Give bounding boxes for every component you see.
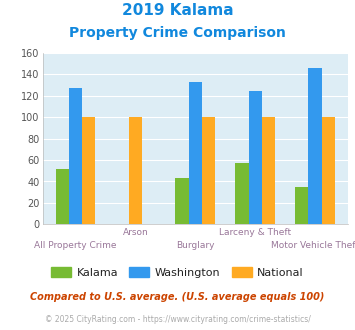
Bar: [322, 117, 335, 224]
Text: 2019 Kalama: 2019 Kalama: [122, 3, 233, 18]
Bar: [129, 117, 142, 224]
Text: Larceny & Theft: Larceny & Theft: [219, 228, 291, 237]
Text: Motor Vehicle Theft: Motor Vehicle Theft: [271, 241, 355, 250]
Bar: [69, 88, 82, 224]
Text: Arson: Arson: [122, 228, 148, 237]
Legend: Kalama, Washington, National: Kalama, Washington, National: [47, 263, 308, 282]
Bar: [56, 169, 69, 224]
Bar: [295, 187, 308, 224]
Text: Compared to U.S. average. (U.S. average equals 100): Compared to U.S. average. (U.S. average …: [30, 292, 325, 302]
Bar: [202, 117, 215, 224]
Text: © 2025 CityRating.com - https://www.cityrating.com/crime-statistics/: © 2025 CityRating.com - https://www.city…: [45, 315, 310, 324]
Text: All Property Crime: All Property Crime: [34, 241, 117, 250]
Bar: [262, 117, 275, 224]
Text: Burglary: Burglary: [176, 241, 214, 250]
Bar: [189, 82, 202, 224]
Bar: [308, 68, 322, 224]
Bar: [235, 163, 248, 224]
Bar: [175, 178, 189, 224]
Bar: [82, 117, 95, 224]
Bar: [248, 91, 262, 224]
Text: Property Crime Comparison: Property Crime Comparison: [69, 26, 286, 40]
